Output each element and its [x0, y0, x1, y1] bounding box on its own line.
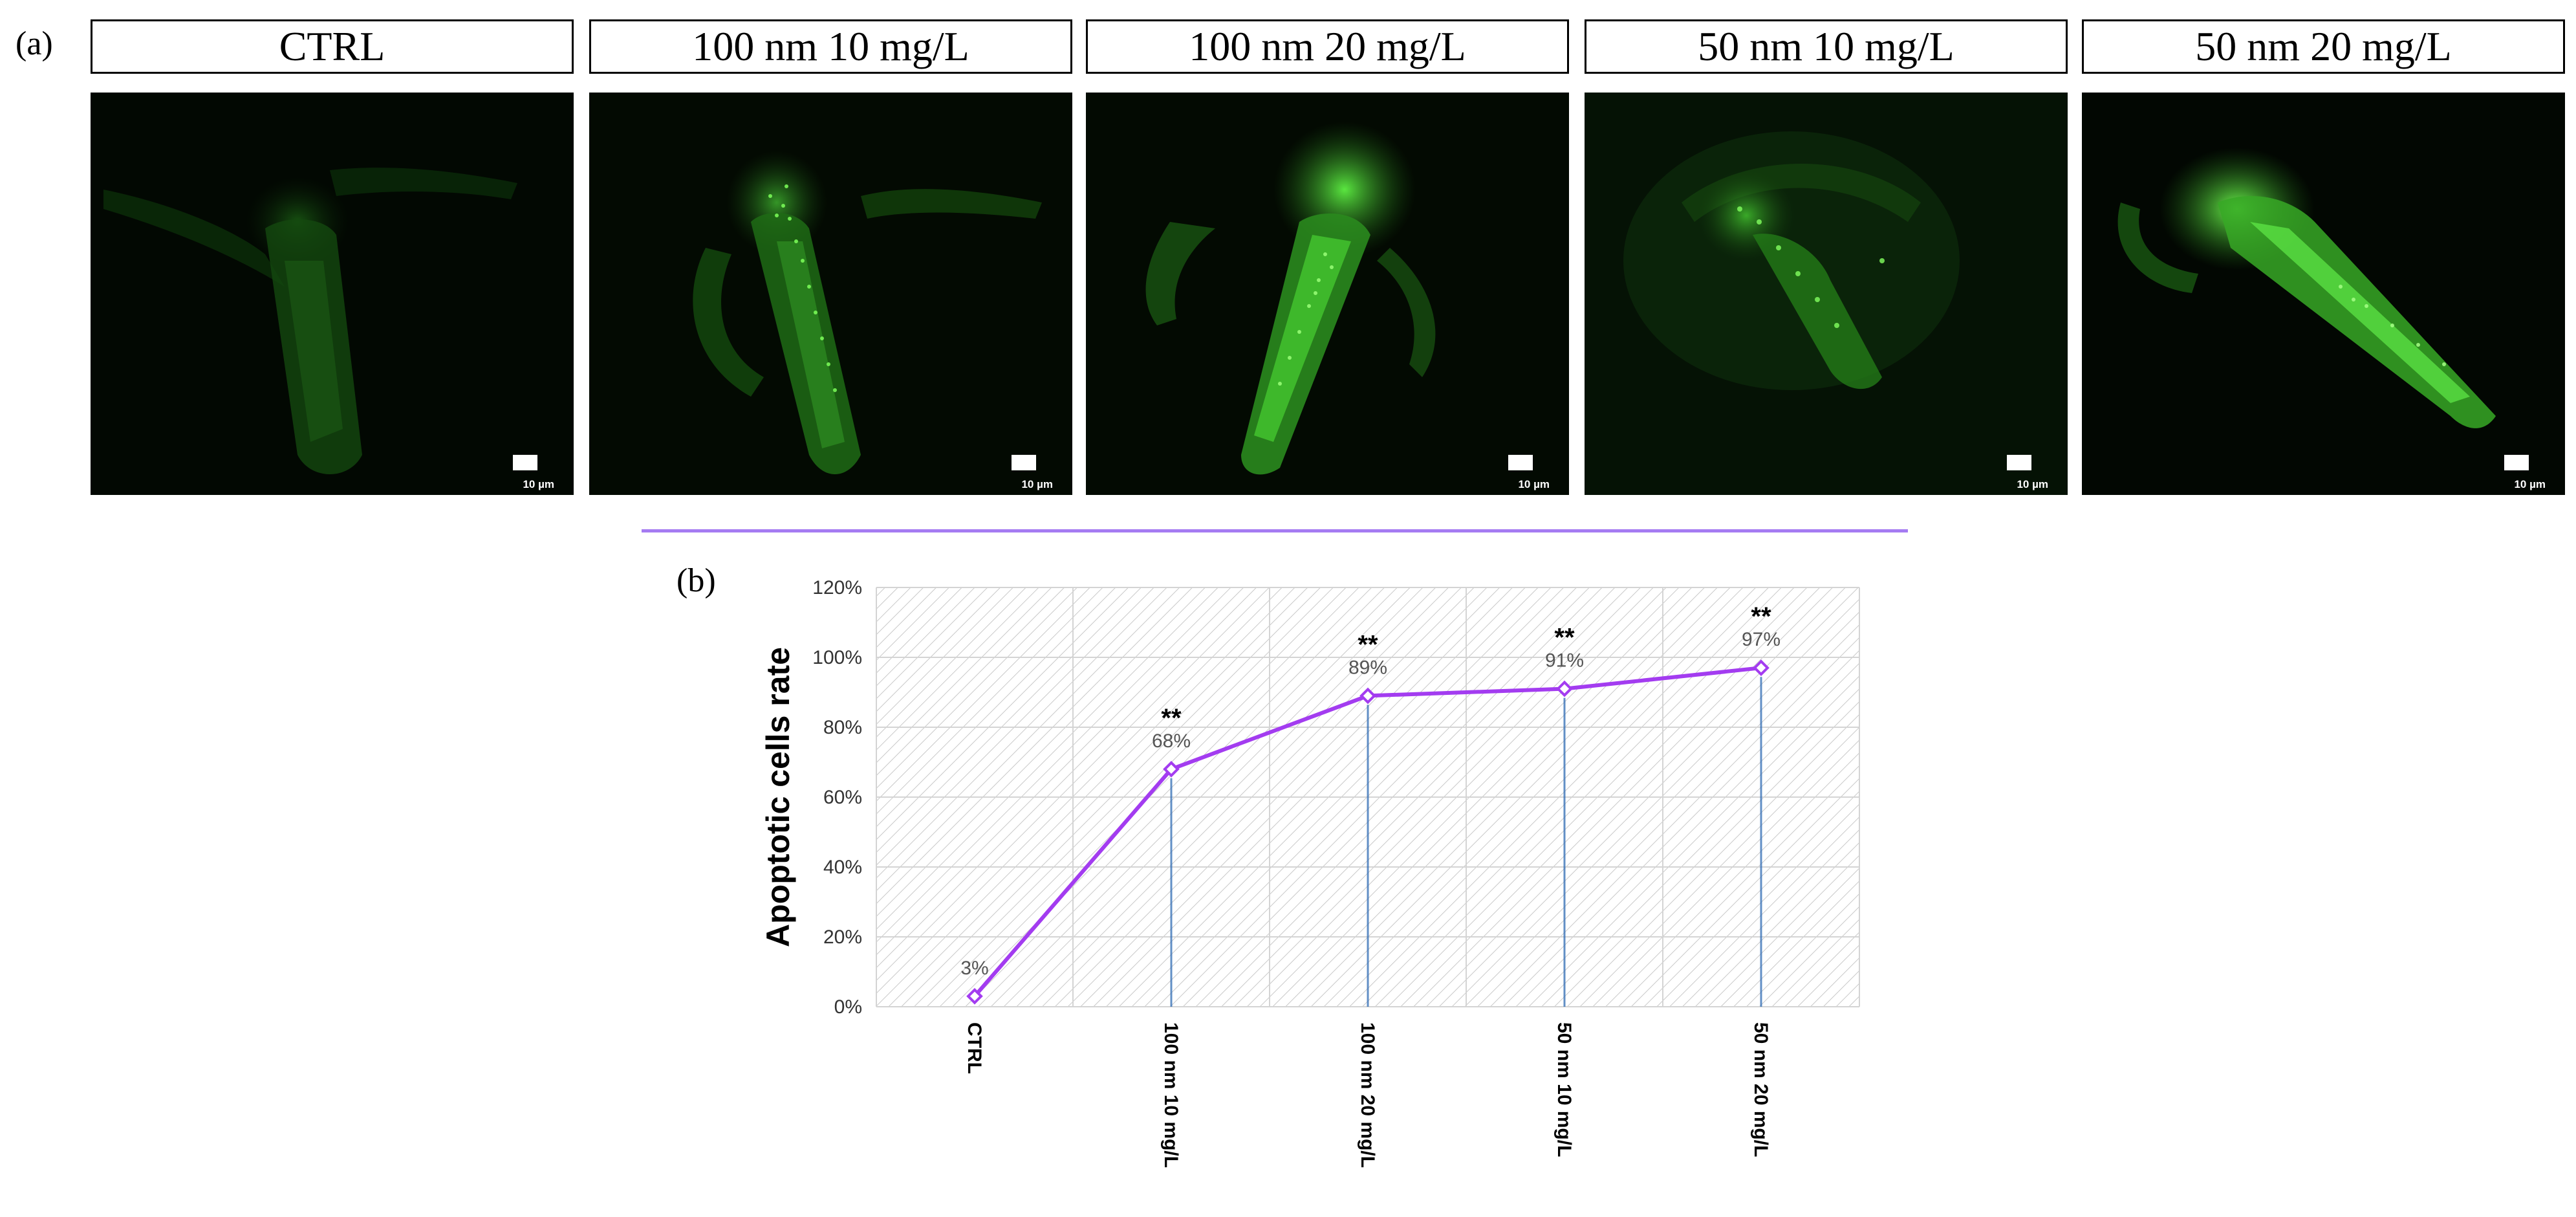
data-label: 89% [1348, 657, 1387, 678]
data-label: 97% [1742, 629, 1780, 650]
y-axis-ticks: 0% 20% 40% 60% 80% 100% 120% [812, 577, 862, 1018]
y-tick-label: 20% [823, 926, 862, 948]
y-tick-label: 80% [823, 717, 862, 738]
scale-bar-label: 10 µm [2514, 478, 2546, 490]
panel-label-a: (a) [16, 25, 53, 62]
y-tick-label: 100% [812, 647, 862, 668]
micrograph-50nm-10: 10 µm [1585, 93, 2068, 495]
group-header-ctrl: CTRL [91, 19, 574, 74]
data-point-marker [1163, 760, 1180, 778]
scale-bar-label: 10 µm [1518, 478, 1550, 490]
x-tick-label: 100 nm 10 mg/L [1160, 1022, 1182, 1168]
y-axis-label: Apoptotic cells rate [760, 647, 796, 947]
scale-bar [1012, 455, 1036, 470]
significance-marker: ** [1358, 630, 1378, 659]
y-tick-label: 0% [834, 996, 862, 1018]
data-point-marker [1556, 680, 1573, 697]
x-tick-label: CTRL [964, 1022, 985, 1074]
data-label: 91% [1545, 650, 1584, 672]
panel-label-b: (b) [676, 562, 716, 599]
larva-image-50nm-10 [1585, 93, 2068, 495]
data-point-marker [966, 987, 983, 1005]
micrograph-100nm-10: 10 µm [589, 93, 1072, 495]
data-markers [966, 659, 1770, 1005]
data-label: 3% [960, 958, 988, 979]
significance-marker: ** [1554, 624, 1575, 652]
scale-bar-label: 10 µm [1021, 478, 1053, 490]
group-header-100nm-10: 100 nm 10 mg/L [589, 19, 1072, 74]
significance-marker: ** [1161, 704, 1182, 732]
group-header-100nm-20: 100 nm 20 mg/L [1086, 19, 1569, 74]
data-label: 68% [1152, 730, 1191, 752]
group-header-50nm-10: 50 nm 10 mg/L [1585, 19, 2068, 74]
y-tick-label: 120% [812, 577, 862, 598]
group-header-50nm-20: 50 nm 20 mg/L [2082, 19, 2565, 74]
larva-image-100nm-20 [1086, 93, 1569, 495]
scale-bar-label: 10 µm [523, 478, 554, 490]
x-tick-label: 50 nm 10 mg/L [1553, 1022, 1575, 1157]
larva-image-100nm-10 [589, 93, 1072, 495]
drop-lines [1170, 677, 1762, 1007]
significance-marker: ** [1751, 602, 1771, 631]
micrograph-ctrl: 10 µm [91, 93, 574, 495]
larva-image-ctrl [91, 93, 574, 495]
larva-image-50nm-20 [2082, 93, 2565, 495]
y-tick-label: 60% [823, 787, 862, 808]
data-point-marker [1359, 687, 1376, 705]
x-tick-label: 100 nm 20 mg/L [1357, 1022, 1378, 1168]
data-point-marker [1753, 659, 1770, 677]
panel-divider [642, 529, 1908, 532]
scale-bar [2007, 455, 2031, 470]
scale-bar-label: 10 µm [2017, 478, 2048, 490]
micrograph-100nm-20: 10 µm [1086, 93, 1569, 495]
scale-bar [2504, 455, 2529, 470]
data-labels: 3%68%**89%**91%** 97%** [960, 602, 1780, 979]
y-tick-label: 40% [823, 857, 862, 878]
micrograph-50nm-20: 10 µm [2082, 93, 2565, 495]
x-tick-label: 50 nm 20 mg/L [1750, 1022, 1771, 1157]
scale-bar [1508, 455, 1533, 470]
scale-bar [513, 455, 537, 470]
x-axis-ticks: CTRL 100 nm 10 mg/L 100 nm 20 mg/L 50 nm 10… [964, 1022, 1771, 1168]
apoptosis-line-chart: 0%20%40%60%80%100%120% 3%68%**89%**91%**… [760, 577, 1860, 1168]
